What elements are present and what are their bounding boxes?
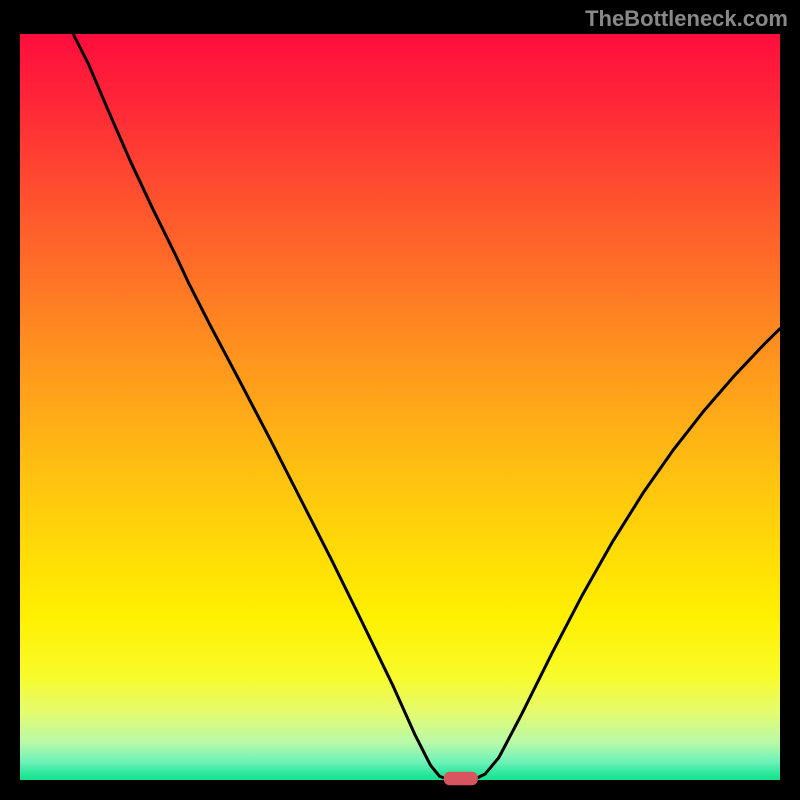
chart-container: TheBottleneck.com <box>0 0 800 800</box>
bottleneck-chart-svg <box>0 0 800 800</box>
chart-plot-area <box>20 34 780 780</box>
watermark-text: TheBottleneck.com <box>585 6 788 32</box>
optimal-marker <box>444 772 478 785</box>
